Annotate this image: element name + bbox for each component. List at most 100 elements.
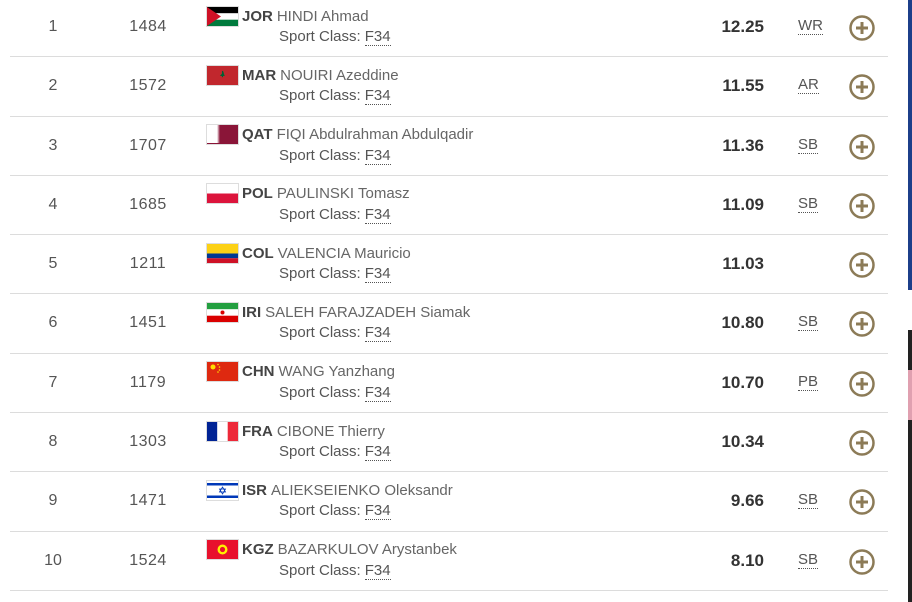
flag [207, 6, 238, 26]
athlete: ISR ALIEKSEIENKO Oleksandr Sport Class: F34 [207, 480, 453, 521]
athlete: KGZ BAZARKULOV Arystanbek Sport Class: F34 [207, 540, 457, 580]
athlete-line: QAT FIQI Abdulrahman Abdulqadir [207, 125, 473, 145]
country-code: FRA [242, 422, 273, 440]
scrollbar [908, 330, 912, 602]
rank: 1 [48, 18, 58, 35]
bib-number: 1303 [129, 433, 167, 451]
country-code: ISR [242, 481, 268, 499]
bib-number: 1451 [129, 314, 167, 332]
bib-number: 1572 [129, 77, 167, 95]
record: SB [798, 135, 819, 154]
expand-button[interactable] [848, 73, 876, 101]
sport-class: F34 [364, 324, 391, 343]
flag [207, 362, 238, 382]
result-row: 1 1484 JOR HINDI Ahmad Sport Class: F34 12.25 W… [10, 0, 888, 58]
result-row: 8 1303 FRA CIBONE Thierry Sport Class: F34 10.… [10, 413, 888, 473]
rank: 4 [48, 195, 58, 213]
sport-class-label: Sport Class: [279, 28, 361, 45]
result-row: 3 1707 QAT FIQI Abdulrahman Abdulqadir Sport… [10, 117, 888, 176]
result-row: 7 1179 CHN WANG Yanzhang Sport Class: F34 10.7… [10, 354, 888, 414]
expand-button[interactable] [848, 251, 876, 279]
result: 10.70 [721, 372, 764, 392]
result: 12.25 [721, 17, 764, 36]
bib-number: 1685 [129, 195, 167, 213]
rank: 7 [48, 373, 58, 391]
record: SB [798, 194, 819, 213]
scrollbar [908, 370, 912, 420]
athlete-line: CHN WANG Yanzhang [207, 362, 395, 382]
expand-button[interactable] [848, 370, 876, 398]
bib-number: 1471 [129, 492, 167, 510]
result: 9.66 [730, 491, 764, 511]
sport-class-line: Sport Class: F34 [279, 443, 391, 462]
sport-class-label: Sport Class: [279, 502, 361, 520]
sport-class: F34 [364, 28, 391, 46]
athlete-line: MAR NOUIRI Azeddine [207, 65, 399, 85]
result: 11.09 [722, 194, 764, 214]
sport-class-line: Sport Class: F34 [279, 87, 399, 106]
athlete-line: POL PAULINSKI Tomasz [207, 184, 410, 204]
sport-class-line: Sport Class: F34 [279, 146, 473, 165]
flag [207, 243, 238, 263]
expand-button[interactable] [848, 133, 876, 161]
flag [207, 302, 238, 322]
bib-number: 1211 [129, 255, 167, 273]
result-row: 5 1211 COL VALENCIA Mauricio Sport Class: F34… [10, 235, 888, 295]
result: 10.34 [721, 432, 764, 452]
expand-button[interactable] [848, 548, 876, 576]
sport-class: F34 [364, 561, 391, 580]
athlete-line: JOR HINDI Ahmad [207, 6, 391, 26]
athlete-name: BAZARKULOV Arystanbek [277, 541, 457, 559]
athlete-name: FIQI Abdulrahman Abdulqadir [276, 126, 474, 144]
sport-class-line: Sport Class: F34 [279, 324, 470, 343]
result: 8.10 [730, 550, 764, 570]
country-code: QAT [242, 126, 273, 144]
expand-button[interactable] [848, 488, 876, 516]
result: 11.36 [722, 135, 764, 155]
sport-class-label: Sport Class: [279, 561, 361, 579]
rank: 6 [48, 314, 58, 332]
athlete: MAR NOUIRI Azeddine Sport Class: F34 [207, 65, 399, 106]
result-row: 10 1524 KGZ BAZARKULOV Arystanbek Sport Clas… [10, 532, 888, 591]
bib-number: 1707 [129, 136, 167, 154]
flag [207, 65, 238, 85]
expand-button[interactable] [848, 310, 876, 338]
athlete-line: ISR ALIEKSEIENKO Oleksandr [207, 480, 453, 500]
rank: 9 [48, 492, 58, 510]
rank: 3 [48, 136, 58, 154]
expand-button[interactable] [848, 192, 876, 220]
athlete: CHN WANG Yanzhang Sport Class: F34 [207, 362, 395, 402]
rank: 5 [48, 255, 58, 273]
athlete-name: NOUIRI Azeddine [280, 66, 399, 84]
expand-button[interactable] [848, 14, 876, 42]
expand-button[interactable] [848, 429, 876, 457]
country-code: COL [242, 244, 274, 262]
sport-class-line: Sport Class: F34 [279, 383, 395, 402]
athlete-name: WANG Yanzhang [278, 363, 395, 381]
athlete-name: VALENCIA Mauricio [277, 244, 411, 262]
record: AR [798, 76, 819, 95]
athlete-line: IRI SALEH FARAJZADEH Siamak [207, 302, 470, 322]
athlete: IRI SALEH FARAJZADEH Siamak Sport Class: F3… [207, 302, 470, 343]
country-code: IRI [242, 303, 262, 321]
sport-class: F34 [364, 443, 391, 462]
result-row: 9 1471 ISR ALIEKSEIENKO Oleksandr Sport Clas… [10, 472, 888, 532]
flag [207, 125, 238, 145]
record: PB [798, 372, 819, 391]
record: SB [798, 491, 819, 510]
sport-class-label: Sport Class: [279, 205, 361, 223]
rank: 10 [44, 551, 62, 569]
country-code: KGZ [242, 541, 274, 559]
flag [207, 540, 238, 560]
sport-class: F34 [364, 205, 391, 224]
rank: 2 [48, 77, 58, 95]
flag [207, 480, 238, 500]
country-code: CHN [242, 363, 275, 381]
record: WR [798, 17, 823, 35]
result-row: 6 1451 IRI SALEH FARAJZADEH Siamak Sport Cla… [10, 294, 888, 354]
flag [207, 184, 238, 204]
country-code: POL [242, 185, 273, 203]
sport-class: F34 [364, 265, 391, 284]
athlete-line: KGZ BAZARKULOV Arystanbek [207, 540, 457, 560]
result: 11.03 [722, 254, 764, 274]
